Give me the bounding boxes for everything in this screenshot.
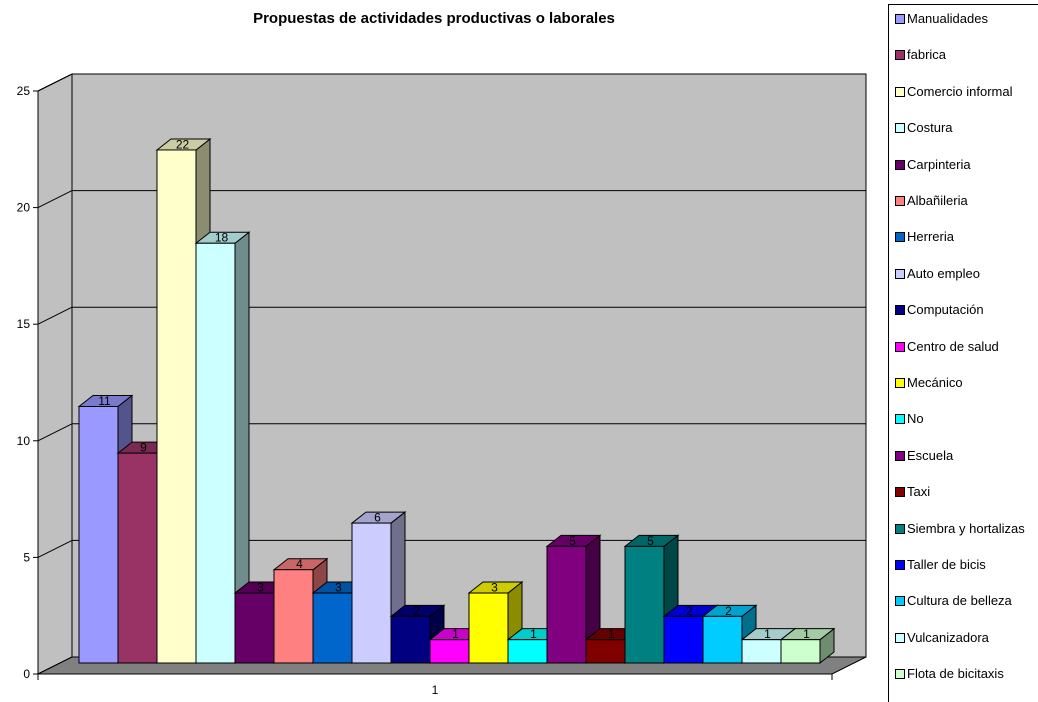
legend-swatch <box>895 50 905 61</box>
legend-swatch <box>895 159 905 170</box>
y-tick-label: 5 <box>23 550 30 564</box>
legend-swatch <box>895 341 905 352</box>
legend-label: Cultura de belleza <box>907 593 1012 609</box>
legend-swatch <box>895 378 905 388</box>
gridline-side <box>37 73 73 92</box>
legend-swatch <box>895 596 905 607</box>
bar <box>663 615 704 664</box>
data-label: 22 <box>176 137 190 151</box>
legend-label: Auto empleo <box>907 265 980 281</box>
data-label: 1 <box>803 627 810 641</box>
bar <box>702 615 743 664</box>
data-label: 5 <box>647 534 654 548</box>
data-label: 9 <box>140 441 147 455</box>
y-tick-label: 0 <box>23 667 30 681</box>
chart-title: Propuestas de actividades productivas o … <box>253 10 615 27</box>
y-tick-label: 20 <box>17 201 31 215</box>
bar <box>390 615 431 664</box>
gridline-side <box>37 423 73 442</box>
bar <box>195 242 236 664</box>
bar <box>312 592 353 664</box>
legend-swatch <box>895 232 905 243</box>
bar <box>156 149 197 664</box>
legend-label: Manualidades <box>907 11 988 26</box>
legend-swatch <box>895 268 905 279</box>
legend-label: Mecánico <box>907 375 963 390</box>
data-label: 2 <box>413 604 420 618</box>
bar <box>117 452 158 664</box>
side-wall <box>37 73 73 675</box>
data-label: 3 <box>335 581 342 595</box>
legend-label: Escuela <box>907 447 954 463</box>
data-label: 3 <box>257 581 264 595</box>
bar <box>351 522 392 664</box>
data-label: 1 <box>530 627 537 641</box>
legend-swatch <box>895 560 905 570</box>
gridline-side <box>37 539 73 558</box>
bar <box>273 569 314 664</box>
legend-swatch <box>895 14 905 24</box>
y-tick-label: 25 <box>17 84 31 98</box>
data-label: 5 <box>569 534 576 548</box>
legend-label: Flota de bicitaxis <box>907 666 1004 682</box>
chart-legend: Manualidades fabrica Comercio informal Cost… <box>888 4 1038 702</box>
data-label: 1 <box>764 627 771 641</box>
data-label: 1 <box>608 627 615 641</box>
legend-label: Albañileria <box>907 193 968 208</box>
data-label: 4 <box>296 557 303 571</box>
legend-swatch <box>895 305 905 316</box>
legend-swatch <box>895 196 905 206</box>
legend-label: Comercio informal <box>907 83 1013 99</box>
bar <box>585 639 626 664</box>
legend-swatch <box>895 450 905 461</box>
bar <box>741 639 782 664</box>
legend-swatch <box>895 86 905 97</box>
legend-label: Carpinteria <box>907 156 971 172</box>
gridline-side <box>37 190 73 209</box>
bar <box>78 405 119 664</box>
legend-swatch <box>895 669 905 680</box>
bar <box>780 639 821 664</box>
data-label: 2 <box>686 604 693 618</box>
x-tick-label: 1 <box>432 683 439 697</box>
legend-swatch <box>895 523 905 534</box>
bar <box>429 639 470 664</box>
data-label: 18 <box>215 231 229 245</box>
data-label: 1 <box>452 627 459 641</box>
bar <box>468 592 509 664</box>
legend-swatch <box>895 123 905 134</box>
legend-swatch <box>895 487 905 498</box>
bar <box>234 592 275 664</box>
legend-label: No <box>907 411 924 427</box>
data-label: 3 <box>491 581 498 595</box>
bar <box>546 545 587 664</box>
data-label: 2 <box>725 604 732 618</box>
y-tick-label: 10 <box>17 434 31 448</box>
legend-swatch <box>895 414 905 425</box>
bar <box>507 639 548 664</box>
legend-label: Vulcanizadora <box>907 629 989 645</box>
data-label: 6 <box>374 511 381 525</box>
legend-swatch <box>895 632 905 643</box>
legend-label: Herreria <box>907 229 954 245</box>
legend-label: Taxi <box>907 484 931 500</box>
legend-label: Costura <box>907 120 953 136</box>
y-tick-label: 15 <box>17 317 31 331</box>
legend-label: fabrica <box>907 47 947 63</box>
legend-label: Computación <box>907 302 984 318</box>
data-label: 11 <box>98 394 111 408</box>
legend-label: Siembra y hortalizas <box>907 520 1025 536</box>
legend-label: Centro de salud <box>907 338 999 354</box>
gridline-side <box>37 306 73 325</box>
bar <box>624 545 665 664</box>
legend-label: Taller de bicis <box>907 557 986 572</box>
